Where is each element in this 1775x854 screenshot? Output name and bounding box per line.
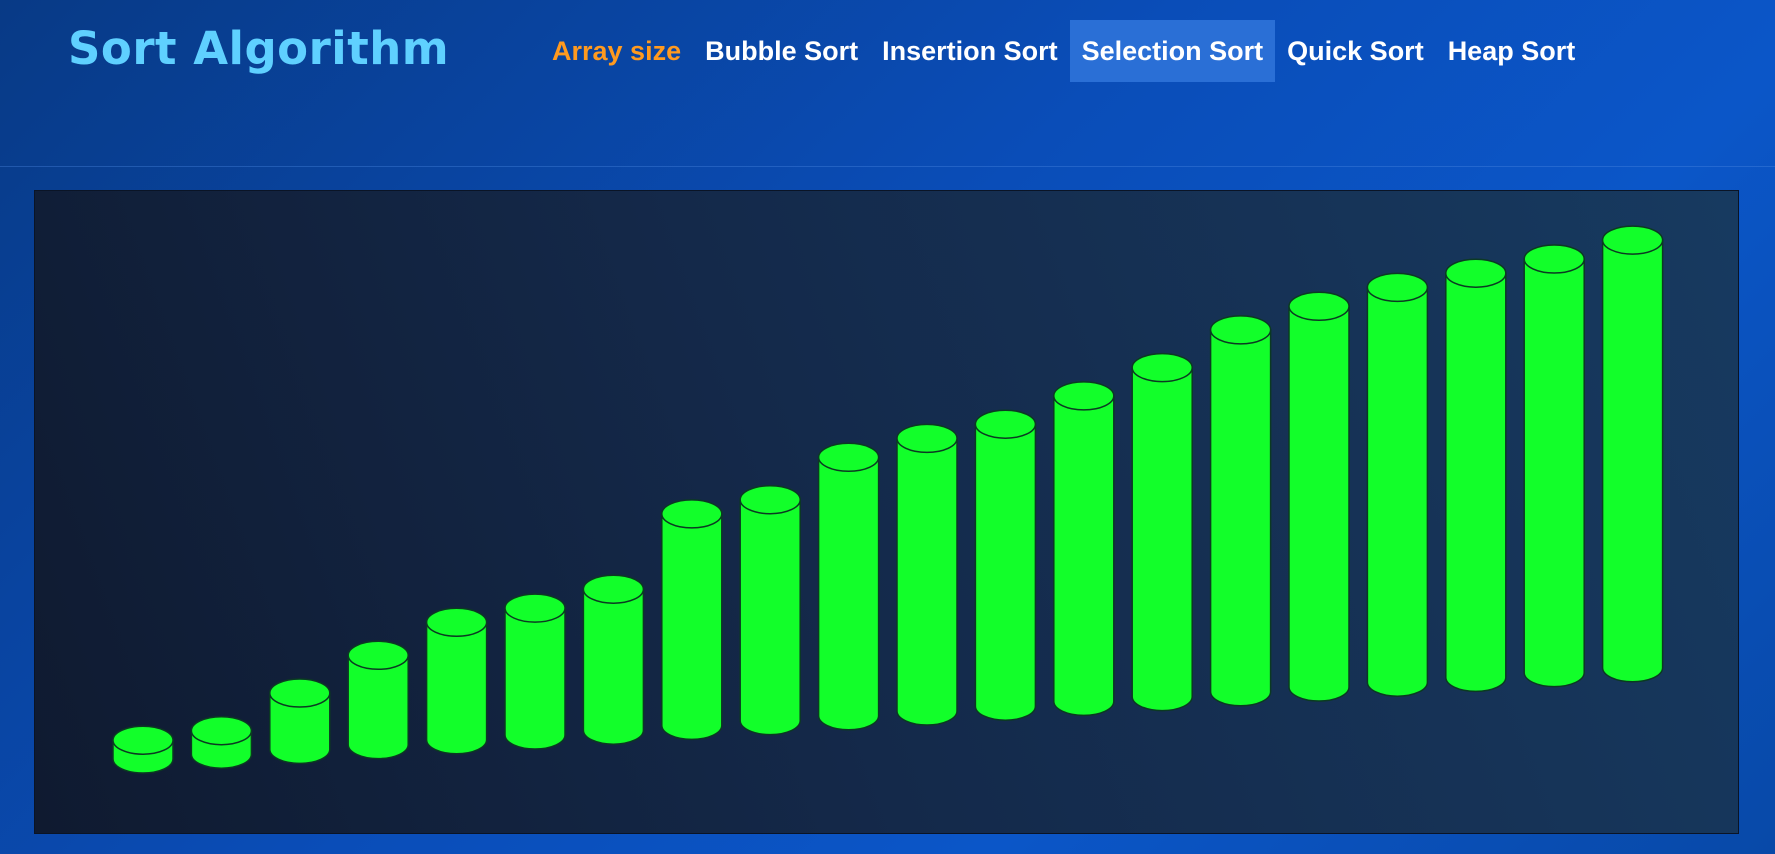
nav-heap-sort[interactable]: Heap Sort [1447, 35, 1576, 66]
bar-19 [1523, 244, 1585, 688]
bar-20 [1601, 225, 1664, 683]
bar-6 [504, 593, 566, 750]
bar-17 [1366, 272, 1429, 697]
nav-insertion-sort[interactable]: Insertion Sort [882, 35, 1058, 66]
bars-chart [112, 225, 1664, 774]
top-bar: Sort Algorithm Array size Bubble Sort Inse… [0, 0, 1775, 167]
bar-15 [1209, 315, 1272, 707]
nav-menu: Array size Bubble Sort Insertion Sort Selec… [540, 20, 1587, 82]
bar-11 [896, 423, 958, 726]
bar-8 [661, 499, 723, 741]
bar-1 [112, 725, 174, 774]
bar-18 [1445, 258, 1507, 693]
nav-selection-sort[interactable]: Selection Sort [1069, 20, 1276, 82]
bar-7 [582, 574, 645, 745]
brand-title: Sort Algorithm [68, 22, 450, 75]
bar-14 [1131, 352, 1193, 712]
bar-13 [1053, 381, 1115, 717]
bar-4 [347, 640, 409, 760]
bar-12 [974, 409, 1037, 721]
nav-bubble-sort[interactable]: Bubble Sort [705, 35, 859, 66]
nav-quick-sort[interactable]: Quick Sort [1287, 35, 1424, 66]
bar-10 [817, 442, 880, 731]
bar-2 [190, 715, 253, 769]
bar-16 [1288, 291, 1350, 702]
nav-array-size[interactable]: Array size [552, 35, 682, 66]
bar-5 [425, 607, 488, 755]
bar-9 [739, 484, 801, 736]
bar-3 [269, 678, 331, 765]
visualization-area [34, 190, 1739, 834]
